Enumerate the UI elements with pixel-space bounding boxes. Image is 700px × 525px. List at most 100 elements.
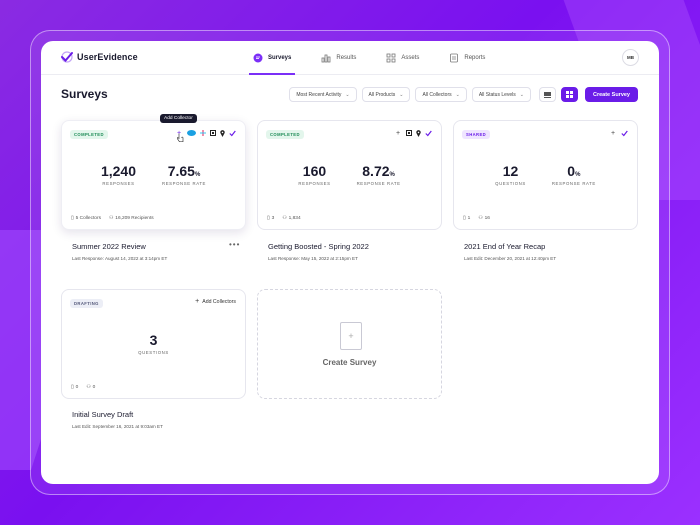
more-options-icon[interactable]: •••: [229, 240, 241, 249]
survey-subtitle: Last Response: August 14, 2022 at 3:14pm…: [72, 256, 168, 261]
avatar[interactable]: MB: [622, 49, 639, 66]
nav-surveys[interactable]: Surveys: [249, 41, 296, 75]
count-label: 0: [92, 385, 96, 390]
survey-card[interactable]: SHARED + 12 QUESTIONS 0% RESPONSE RATE ▯…: [453, 120, 638, 230]
stat-number: 0: [567, 163, 576, 179]
stat-label: RESPONSES: [102, 181, 135, 186]
collector-icons: +: [175, 129, 236, 137]
stat-label: RESPONSE RATE: [551, 181, 596, 186]
response-rate-stat: 8.72% RESPONSE RATE: [357, 163, 401, 186]
add-collector-icon[interactable]: +: [395, 129, 401, 137]
nav-results[interactable]: Results: [317, 41, 360, 75]
collectors-filter[interactable]: All Collectors ⌄: [415, 87, 467, 102]
recipients-count: ⚇ 0: [86, 385, 95, 390]
stat-value: 160: [302, 163, 327, 179]
filter-bar: Most Recent Activity ⌄ All Products ⌄ All …: [289, 87, 638, 102]
survey-title[interactable]: Summer 2022 Review: [72, 242, 146, 251]
status-filter[interactable]: All Status Levels ⌄: [471, 87, 531, 102]
status-badge: COMPLETED: [266, 130, 304, 139]
stat-unit: %: [194, 172, 201, 178]
stat-value: 8.72%: [357, 163, 401, 179]
salesforce-icon: [187, 130, 196, 136]
collectors-count: ▯ 1: [463, 216, 470, 221]
filter-label: All Collectors: [422, 91, 452, 98]
logo[interactable]: UserEvidence: [61, 51, 138, 63]
report-icon: [450, 53, 459, 63]
collectors-count: ▯ 3: [267, 216, 274, 221]
location-pin-icon: [220, 129, 225, 137]
grid-icon: [386, 53, 396, 63]
stat-number: 7.65: [167, 163, 195, 179]
bar-chart-icon: [321, 54, 331, 63]
main-nav: Surveys Results Assets Reports: [249, 41, 489, 75]
survey-title[interactable]: Getting Boosted - Spring 2022: [268, 242, 369, 251]
stat-number: 8.72: [362, 163, 390, 179]
status-badge: SHARED: [462, 130, 491, 139]
collector-icon: ▯: [463, 216, 466, 221]
nav-label: Reports: [464, 55, 486, 61]
new-document-icon: [340, 322, 362, 350]
plus-icon: +: [195, 298, 200, 305]
collectors-count: ▯ 5 Collectors: [71, 216, 101, 221]
activity-filter[interactable]: Most Recent Activity ⌄: [289, 87, 357, 102]
page-title: Surveys: [61, 87, 108, 101]
person-icon: ⚇: [282, 216, 287, 221]
questions-stat: 3 QUESTIONS: [138, 332, 169, 355]
collector-icons: +: [609, 129, 628, 137]
stat-label: QUESTIONS: [138, 350, 169, 355]
collector-icon: ▯: [267, 216, 270, 221]
chevron-down-icon: ⌄: [519, 91, 524, 98]
create-survey-card[interactable]: Create Survey: [257, 289, 442, 399]
recipients-count: ⚇ 1,834: [282, 216, 300, 221]
count-label: 5 Collectors: [75, 216, 101, 221]
survey-card[interactable]: DRAFTING + Add Collectors 3 QUESTIONS ▯ 0 …: [61, 289, 246, 399]
count-label: 3: [271, 216, 275, 221]
create-survey-label: Create Survey: [322, 358, 377, 367]
survey-card[interactable]: COMPLETED + 160 RESPONSES 8.72% RESPONSE…: [257, 120, 442, 230]
qr-code-icon: [406, 130, 412, 136]
nav-label: Assets: [401, 55, 420, 61]
person-icon: ⚇: [86, 385, 91, 390]
status-badge: DRAFTING: [70, 299, 103, 308]
add-collectors-button[interactable]: + Add Collectors: [195, 298, 236, 305]
card-footer: ▯ 3 ⚇ 1,834: [267, 216, 301, 221]
stat-label: RESPONSE RATE: [356, 181, 401, 186]
person-icon: ⚇: [108, 216, 114, 221]
count-label: 16: [484, 216, 490, 221]
survey-title[interactable]: Initial Survey Draft: [72, 410, 134, 419]
responses-stat: 1,240 RESPONSES: [101, 163, 136, 186]
ue-check-icon: [229, 130, 236, 136]
person-icon: ⚇: [478, 216, 483, 221]
stat-unit: %: [389, 172, 395, 178]
filter-label: All Products: [368, 91, 396, 98]
create-survey-button[interactable]: Create Survey: [585, 87, 638, 102]
nav-reports[interactable]: Reports: [445, 41, 489, 75]
chevron-down-icon: ⌄: [455, 91, 460, 98]
stats: 3 QUESTIONS: [62, 332, 245, 355]
nav-label: Results: [336, 55, 357, 61]
nav-assets[interactable]: Assets: [382, 41, 423, 75]
top-bar: UserEvidence Surveys Results Assets Repo…: [41, 41, 659, 75]
survey-title[interactable]: 2021 End of Year Recap: [464, 242, 546, 251]
card-footer: ▯ 0 ⚇ 0: [71, 385, 95, 390]
count-label: 1: [467, 216, 471, 221]
survey-card[interactable]: COMPLETED + 1,240 RESPONSES 7.65% RESPON…: [61, 120, 246, 230]
chat-icon: [253, 53, 263, 63]
products-filter[interactable]: All Products ⌄: [361, 87, 411, 102]
tooltip: Add Collector: [160, 114, 197, 123]
stat-value: 7.65%: [162, 163, 206, 179]
ue-check-icon: [621, 130, 628, 136]
add-collector-icon[interactable]: +: [610, 129, 616, 137]
questions-stat: 12 QUESTIONS: [495, 163, 526, 186]
stat-label: RESPONSES: [298, 181, 331, 186]
grid-view-button[interactable]: [561, 87, 578, 102]
stat-value: 12: [502, 163, 519, 179]
add-collector-icon[interactable]: +: [176, 129, 182, 137]
stat-label: QUESTIONS: [495, 181, 526, 186]
stats: 12 QUESTIONS 0% RESPONSE RATE: [454, 163, 637, 186]
response-rate-stat: 0% RESPONSE RATE: [552, 163, 596, 186]
stat-value: 1,240: [100, 163, 137, 179]
count-label: 0: [75, 385, 79, 390]
list-view-button[interactable]: [539, 87, 556, 102]
nav-label: Surveys: [268, 55, 292, 61]
